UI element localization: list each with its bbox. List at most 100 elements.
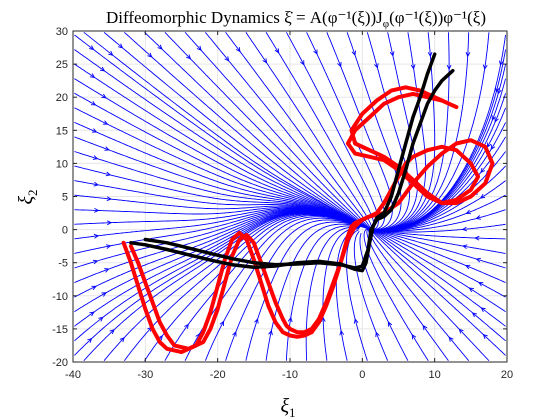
streamline-arrow bbox=[491, 115, 497, 121]
axis-ticks: -40 -30 -20 -10 0 10 20 -20 -15 -10 -5 0 5 10 15 20 25 30 bbox=[52, 26, 513, 381]
y-tick-label: -20 bbox=[52, 357, 68, 369]
streamline-arrow bbox=[464, 264, 471, 270]
streamline-arrow bbox=[465, 51, 471, 58]
streamline-arrow bbox=[196, 45, 202, 51]
streamline-arrow bbox=[89, 73, 96, 78]
streamline-arrow bbox=[482, 64, 488, 70]
streamline-arrow bbox=[422, 324, 428, 331]
y-tick-label: -15 bbox=[52, 324, 68, 336]
streamline-arrow bbox=[475, 257, 481, 263]
y-tick-label: 30 bbox=[56, 26, 68, 38]
streamline-arrow bbox=[287, 316, 293, 323]
streamline-arrow bbox=[92, 259, 99, 265]
streamline-arrow bbox=[410, 64, 416, 70]
x-tick-label: -40 bbox=[65, 369, 81, 381]
streamline bbox=[368, 227, 470, 361]
streamline-arrow bbox=[89, 45, 95, 51]
streamline-arrow bbox=[337, 61, 342, 68]
streamline-arrow bbox=[498, 60, 504, 66]
streamline-arrow bbox=[495, 87, 500, 93]
streamline-arrow bbox=[157, 335, 163, 341]
streamline-arrow bbox=[480, 307, 486, 313]
streamline-arrow bbox=[468, 287, 474, 293]
streamline-arrow bbox=[90, 100, 97, 106]
streamline bbox=[164, 215, 371, 361]
y-axis-label-main: ξ bbox=[15, 196, 37, 205]
y-axis-label-sub: 2 bbox=[25, 189, 40, 196]
streamline-arrow bbox=[494, 117, 499, 123]
x-axis-label: ξ1 bbox=[280, 395, 295, 420]
streamline-arrow bbox=[105, 171, 112, 177]
streamline bbox=[225, 32, 372, 231]
streamline-arrow bbox=[374, 63, 379, 69]
streamline-arrow bbox=[389, 51, 395, 57]
streamline-arrow bbox=[157, 44, 163, 50]
streamline-arrow bbox=[339, 329, 345, 336]
reproduction-trajectory-2 bbox=[129, 52, 437, 273]
streamline-arrow bbox=[104, 268, 110, 273]
chart-title: Diffeomorphic Dynamics ξ̇ = A(φ⁻¹(ξ))Jφ(… bbox=[106, 8, 486, 30]
streamline-arrow bbox=[480, 167, 486, 174]
streamline-arrow bbox=[105, 244, 112, 249]
streamline-arrow bbox=[91, 128, 98, 133]
streamline-arrow bbox=[461, 244, 468, 250]
chart-title-main: Diffeomorphic Dynamics ξ̇ = A(φ⁻¹(ξ))J bbox=[106, 8, 383, 27]
streamline-arrow bbox=[89, 311, 95, 317]
trajectory-series bbox=[121, 52, 495, 355]
y-tick-label: -10 bbox=[52, 291, 68, 303]
streamline-arrow bbox=[147, 52, 153, 58]
x-tick-label: -20 bbox=[210, 369, 226, 381]
streamline-arrow bbox=[99, 66, 106, 72]
streamline-arrow bbox=[101, 292, 107, 297]
y-tick-label: 15 bbox=[56, 125, 68, 137]
streamline-arrow bbox=[482, 333, 488, 339]
streamline-arrow bbox=[477, 282, 484, 287]
streamline bbox=[363, 226, 429, 361]
y-tick-label: 10 bbox=[56, 158, 68, 170]
streamline-arrow bbox=[119, 337, 125, 343]
streamline-arrow bbox=[93, 181, 100, 187]
streamline bbox=[353, 231, 389, 361]
x-tick-label: -10 bbox=[282, 369, 298, 381]
streamline-arrow bbox=[300, 60, 305, 66]
y-tick-label: -5 bbox=[58, 258, 68, 270]
streamline-arrow bbox=[224, 56, 230, 62]
streamline bbox=[184, 216, 372, 361]
chart-title-tail: (φ⁻¹(ξ))φ⁻¹(ξ) bbox=[389, 8, 486, 27]
streamline-arrow bbox=[313, 49, 318, 55]
streamline-arrow bbox=[232, 331, 237, 337]
streamline-arrow bbox=[490, 144, 496, 151]
streamline-arrow bbox=[474, 235, 480, 241]
streamline-arrow bbox=[375, 331, 380, 338]
streamline-arrow bbox=[387, 321, 393, 327]
streamline-arrow bbox=[186, 54, 192, 60]
y-tick-label: 20 bbox=[56, 92, 68, 104]
streamline-arrow bbox=[411, 333, 417, 340]
streamline bbox=[322, 227, 360, 361]
streamline-arrow bbox=[274, 48, 280, 54]
streamline-arrow bbox=[104, 146, 110, 151]
streamline-arrow bbox=[475, 215, 481, 220]
streamline-arrow bbox=[471, 312, 478, 318]
streamline bbox=[335, 227, 360, 361]
chart-title-sub: φ bbox=[383, 18, 389, 30]
streamline-arrow bbox=[427, 51, 433, 58]
streamline-arrow bbox=[92, 155, 99, 160]
streamline bbox=[346, 229, 368, 361]
streamline-arrow bbox=[102, 120, 109, 125]
x-tick-label: 10 bbox=[429, 369, 441, 381]
x-tick-label: 20 bbox=[501, 369, 513, 381]
reproduction-trajectory-3 bbox=[143, 68, 455, 270]
streamline bbox=[103, 31, 372, 231]
y-tick-label: 0 bbox=[62, 225, 68, 237]
streamline-arrow bbox=[184, 323, 189, 329]
streamline-arrow bbox=[235, 47, 241, 53]
streamline-arrow bbox=[106, 196, 113, 202]
streamline-arrow bbox=[268, 329, 273, 336]
y-axis-label: ξ2 bbox=[15, 189, 40, 204]
streamline bbox=[83, 212, 371, 362]
streamline-arrow bbox=[465, 209, 471, 215]
x-axis-label-sub: 1 bbox=[289, 405, 296, 420]
demonstration-trajectory-0 bbox=[128, 91, 481, 351]
